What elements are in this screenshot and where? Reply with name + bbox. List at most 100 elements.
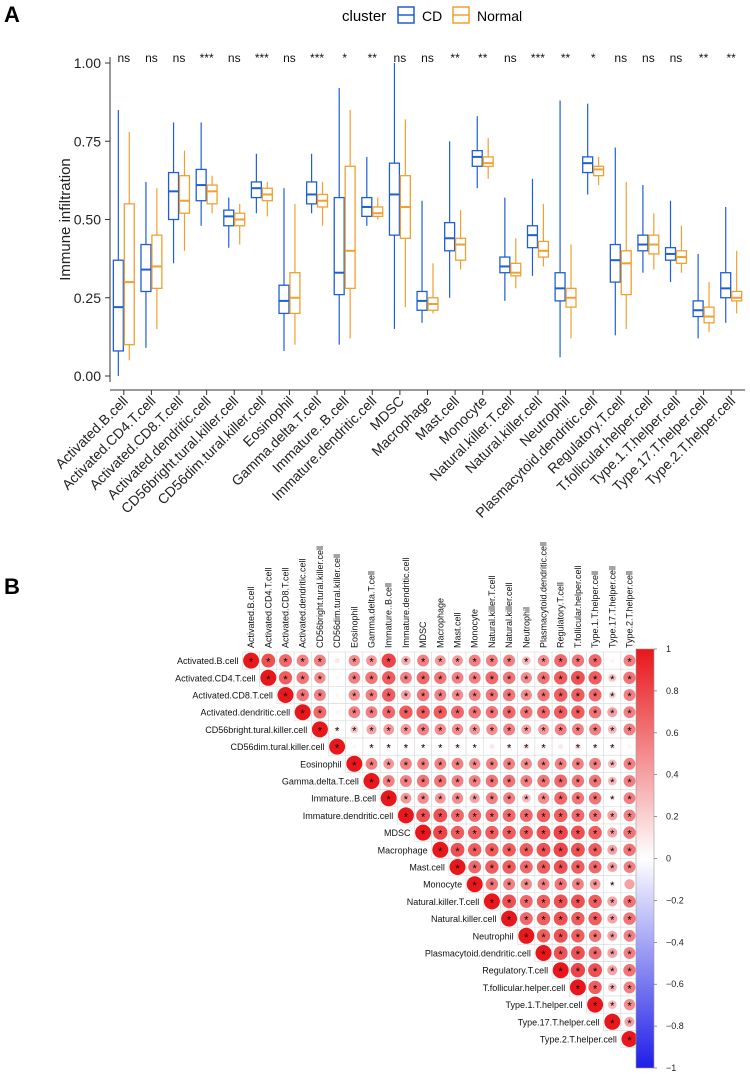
significance-star: * (490, 674, 495, 686)
corr-circle (348, 671, 361, 684)
box-body (582, 156, 594, 174)
row-label: Immature..B.cell (311, 794, 376, 804)
corr-circle (472, 744, 477, 749)
corr-cell: * (517, 772, 536, 790)
corr-cell: * (517, 651, 536, 670)
corr-circle (607, 844, 618, 855)
box-body (703, 306, 715, 324)
colorbar-label: −0.6 (666, 979, 684, 989)
y-axis-title: Immune infiltration (57, 158, 74, 281)
corr-cell: * (603, 668, 622, 687)
significance-star: * (438, 657, 443, 669)
corr-cell: * (259, 651, 278, 670)
corr-cell: * (568, 806, 587, 825)
corr-circle (623, 792, 636, 805)
corr-cell (328, 668, 347, 687)
significance-star: * (507, 863, 512, 875)
corr-circle (588, 911, 602, 926)
corr-cell: * (396, 651, 415, 670)
corr-cell: * (448, 806, 467, 825)
corr-circle (536, 860, 551, 874)
corr-cell: * (465, 858, 484, 876)
box-body (388, 162, 401, 236)
legend-key-cd (397, 6, 415, 24)
colorbar-label: 1 (666, 644, 671, 654)
corr-cell: * (414, 686, 433, 704)
significance-star: * (352, 760, 357, 772)
corr-cell: * (568, 720, 587, 739)
corr-cell: * (431, 840, 450, 859)
corr-circle (537, 792, 550, 804)
significance-star: * (576, 708, 581, 720)
box-normal (454, 210, 467, 270)
corr-circle (401, 655, 411, 666)
significance-star: * (352, 725, 357, 737)
significance-star: * (507, 897, 512, 909)
significance-star: * (283, 674, 288, 686)
box-body (289, 272, 301, 315)
corr-cell: * (603, 1012, 622, 1031)
column-label: CD56bright.tural.killer.cell (315, 546, 325, 648)
corr-circle (607, 776, 617, 786)
corr-circle (521, 724, 532, 735)
corr-cell: * (551, 909, 570, 928)
corr-cell: * (568, 875, 587, 894)
corr-cell: * (603, 892, 622, 911)
colorbar-label: 0.4 (666, 770, 679, 780)
box-cd (167, 122, 180, 264)
corr-cell: * (379, 703, 398, 722)
corr-cell: * (568, 737, 587, 756)
significance-star: * (369, 743, 374, 755)
significance-star: * (473, 725, 478, 737)
corr-circle (399, 705, 413, 719)
significance-star: * (541, 760, 546, 772)
significance-star: * (473, 794, 478, 806)
significance-star: * (421, 725, 426, 737)
box-body (206, 184, 218, 205)
box-cd (112, 109, 124, 376)
corr-cell: * (465, 754, 484, 773)
corr-circle (607, 983, 617, 992)
corr-circle (609, 744, 615, 750)
significance-star: * (524, 829, 529, 841)
box-cd (637, 185, 649, 273)
corr-circle (569, 979, 586, 996)
corr-circle (386, 744, 392, 750)
corr-cell: * (517, 875, 536, 894)
significance-star: * (576, 657, 581, 669)
corr-cell: * (396, 720, 415, 739)
corr-circle (502, 894, 517, 909)
significance-star: * (593, 725, 598, 737)
corr-cell: * (586, 858, 605, 876)
corr-circle (335, 710, 339, 714)
row-label: CD56dim.tural.killer.cell (230, 742, 324, 752)
corr-cell (603, 651, 622, 670)
box-normal (593, 156, 605, 186)
corr-cell: * (568, 668, 587, 687)
corr-circle (588, 980, 602, 995)
corr-circle (588, 894, 602, 909)
corr-circle (537, 774, 550, 788)
corr-circle (519, 808, 533, 822)
corr-circle (433, 825, 448, 840)
corr-cell: * (517, 806, 536, 825)
significance-star: * (559, 794, 564, 806)
corr-circle (588, 929, 602, 942)
significance-star: * (593, 691, 598, 703)
corr-circle (588, 671, 602, 685)
corr-circle (334, 726, 340, 732)
corr-circle (552, 962, 569, 979)
corr-cell: * (500, 892, 519, 911)
corr-circle (523, 743, 530, 750)
significance-star: * (387, 760, 392, 772)
corr-cell: * (465, 668, 484, 687)
corr-circle (554, 688, 568, 702)
corr-cell: * (396, 754, 415, 773)
significance-star: * (627, 863, 632, 875)
corr-circle (588, 688, 602, 702)
box-cd (388, 63, 401, 330)
corr-cell: * (534, 789, 553, 808)
corr-cell: * (620, 806, 639, 825)
significance-star: * (610, 1018, 615, 1030)
